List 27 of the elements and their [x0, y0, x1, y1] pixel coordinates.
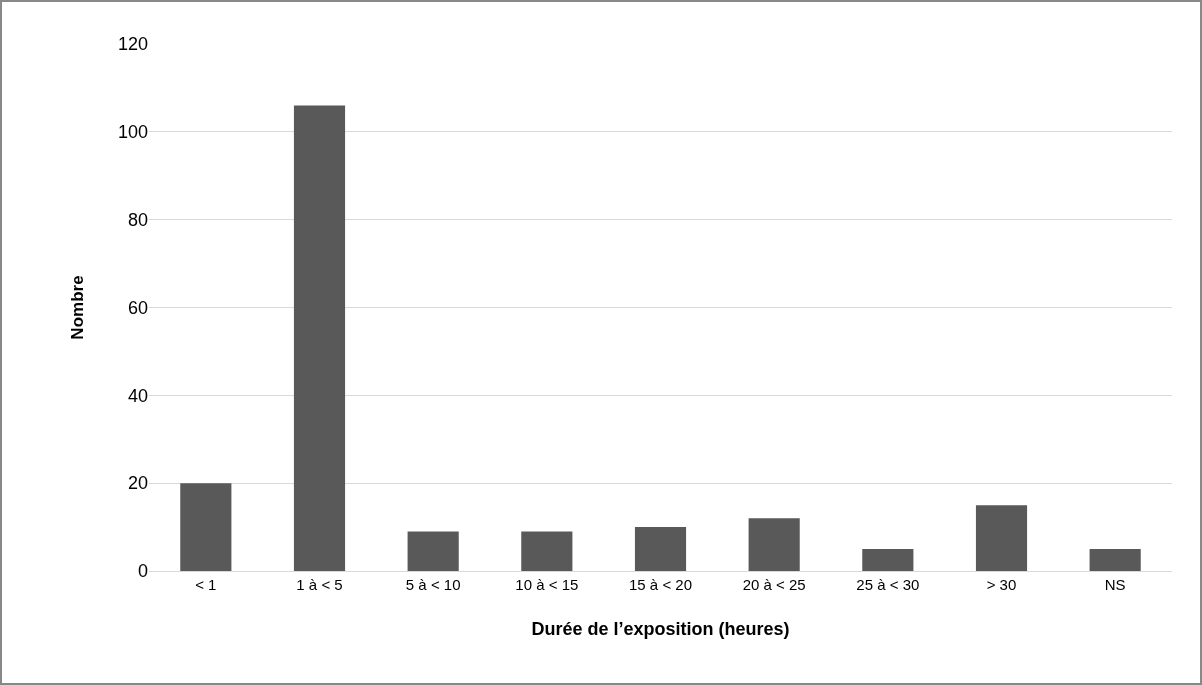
bar: [975, 505, 1028, 571]
bar: [180, 483, 232, 571]
x-tick-label: 1 à < 5: [296, 576, 343, 593]
y-tick-label: 20: [127, 473, 148, 494]
bar: [1089, 549, 1141, 571]
x-tick-label: 10 à < 15: [515, 576, 579, 593]
y-tick-label: 100: [117, 122, 148, 143]
x-tick-label: NS: [1104, 576, 1126, 593]
bar: [862, 549, 914, 571]
y-tick-label: 80: [127, 209, 148, 230]
bar: [293, 105, 346, 571]
x-tick-label: 25 à < 30: [856, 576, 920, 593]
y-tick-label: 40: [127, 385, 148, 406]
y-tick-label: 0: [137, 561, 148, 582]
bar: [634, 527, 687, 571]
y-axis-title: Nombre: [67, 275, 87, 340]
y-tick-label: 120: [117, 34, 148, 55]
bar: [521, 531, 573, 571]
bar: [407, 531, 459, 571]
x-tick-label: > 30: [986, 576, 1017, 593]
bar: [748, 518, 800, 571]
x-tick-label: < 1: [195, 576, 217, 593]
x-axis-title: Durée de l’exposition (heures): [531, 619, 790, 640]
x-tick-label: 5 à < 10: [405, 576, 461, 593]
y-tick-label: 60: [127, 297, 148, 318]
x-tick-label: 20 à < 25: [742, 576, 806, 593]
x-tick-label: 15 à < 20: [629, 576, 692, 593]
